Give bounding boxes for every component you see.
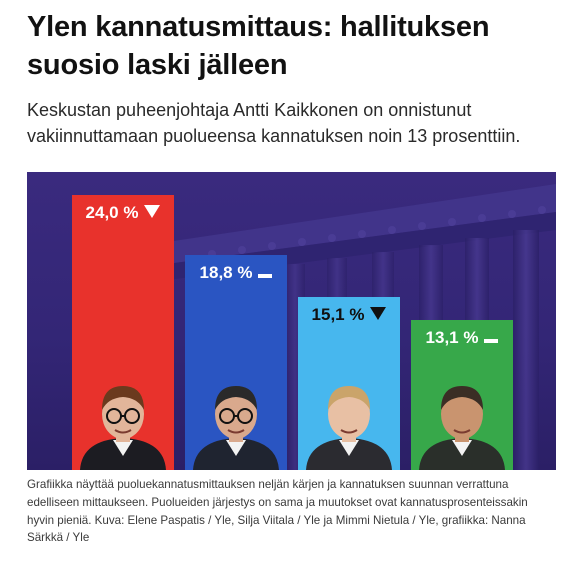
party-leader-portrait	[185, 370, 287, 470]
bar-value-text: 13,1 %	[425, 327, 479, 347]
bar-2: 18,8 %	[185, 254, 287, 470]
party-support-chart: 24,0 % 18,8 % 15,1 % 13,1 %	[27, 172, 556, 470]
party-leader-portrait	[298, 370, 400, 470]
bar-3: 15,1 %	[298, 296, 400, 470]
trend-down-icon	[144, 199, 161, 227]
figure-caption: Grafiikka näyttää puoluekannatusmittauks…	[27, 478, 528, 545]
bar-value-label: 18,8 %	[185, 259, 287, 288]
bar-1: 24,0 %	[72, 194, 174, 470]
bar-value-text: 15,1 %	[311, 304, 365, 324]
trend-unchanged-icon	[258, 259, 273, 287]
party-leader-portrait	[72, 370, 174, 470]
bar-value-label: 15,1 %	[298, 301, 400, 330]
bar-4: 13,1 %	[411, 319, 513, 470]
bar-value-text: 24,0 %	[85, 202, 139, 222]
headline: Ylen kannatusmittaus: hallituksen suosio…	[27, 11, 490, 81]
trend-unchanged-icon	[484, 324, 499, 352]
bar-value-label: 24,0 %	[72, 199, 174, 228]
trend-down-icon	[370, 301, 387, 329]
bar-value-text: 18,8 %	[199, 262, 253, 282]
bar-value-label: 13,1 %	[411, 324, 513, 353]
lead-paragraph: Keskustan puheenjohtaja Antti Kaikkonen …	[27, 100, 521, 146]
party-leader-portrait	[411, 370, 513, 470]
